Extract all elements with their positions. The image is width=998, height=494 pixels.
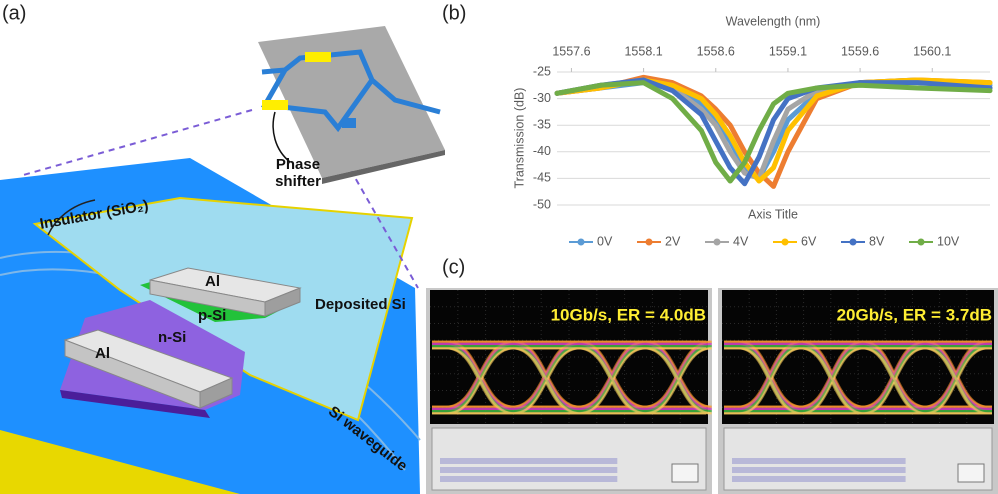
- legend-label: 4V: [733, 234, 749, 248]
- y-tick-label: -40: [533, 144, 551, 158]
- annotation: Phase: [276, 156, 320, 173]
- measure-row: [440, 467, 617, 473]
- chip-phase-shifter: [305, 52, 331, 62]
- panel-label: (a): [2, 2, 26, 24]
- legend-label: 10V: [937, 234, 960, 248]
- eye-label: 10Gb/s, ER = 4.0dB: [551, 305, 706, 324]
- legend-label: 6V: [801, 234, 817, 248]
- x-tick-label: 1559.1: [769, 44, 807, 58]
- legend-label: 2V: [665, 234, 681, 248]
- measure-row: [732, 476, 906, 482]
- y-tick-label: -35: [533, 117, 551, 131]
- figure: Phase shifter Insulator (SiO₂) Al p-Si n…: [0, 0, 998, 494]
- eye-label: 20Gb/s, ER = 3.7dB: [837, 305, 992, 324]
- phase-shifter-arrow: [273, 112, 290, 162]
- y-tick-label: -50: [533, 197, 551, 211]
- legend-marker: [782, 239, 789, 246]
- chip-coupler: [342, 118, 356, 128]
- y-tick-label: -30: [533, 91, 551, 105]
- panel-label: (c): [442, 256, 465, 278]
- measure-button[interactable]: [958, 464, 984, 482]
- legend-label: 8V: [869, 234, 885, 248]
- measure-row: [440, 458, 617, 464]
- transmission-chart: Wavelength (nm) Transmission (dB) Axis T…: [512, 14, 990, 248]
- chip-phase-shifter: [262, 100, 288, 110]
- x-tick-label: 1559.6: [841, 44, 879, 58]
- y-axis-title: Transmission (dB): [512, 88, 526, 189]
- legend-marker: [714, 239, 721, 246]
- x-tick-label: 1560.1: [913, 44, 951, 58]
- x-tick-label: 1558.1: [624, 44, 662, 58]
- legend-marker: [646, 239, 653, 246]
- legend-marker: [850, 239, 857, 246]
- y-tick-label: -25: [533, 64, 551, 78]
- annotation: n-Si: [158, 329, 186, 346]
- page: Phase shifter Insulator (SiO₂) Al p-Si n…: [0, 0, 998, 494]
- measure-row: [732, 458, 906, 464]
- annotation: p-Si: [198, 307, 226, 324]
- measure-button[interactable]: [672, 464, 698, 482]
- legend-marker: [578, 239, 585, 246]
- bottom-axis-title: Axis Title: [748, 207, 798, 221]
- x-tick-label: 1557.6: [552, 44, 590, 58]
- annotation: Deposited Si: [315, 296, 406, 313]
- device-diagram: Phase shifter Insulator (SiO₂) Al p-Si n…: [0, 26, 445, 494]
- legend-marker: [918, 239, 925, 246]
- measure-row: [440, 476, 617, 482]
- annotation: shifter: [275, 173, 321, 190]
- annotation: Al: [205, 273, 220, 290]
- y-tick-label: -45: [533, 171, 551, 185]
- series-line: [557, 80, 990, 181]
- x-axis-title: Wavelength (nm): [726, 14, 821, 28]
- measure-row: [732, 467, 906, 473]
- panel-label: (b): [442, 2, 466, 24]
- annotation: Al: [95, 345, 110, 362]
- legend-label: 0V: [597, 234, 613, 248]
- eye-diagrams: 10Gb/s, ER = 4.0dB 20Gb/s, ER = 3.7dB: [426, 288, 998, 494]
- x-tick-label: 1558.6: [697, 44, 735, 58]
